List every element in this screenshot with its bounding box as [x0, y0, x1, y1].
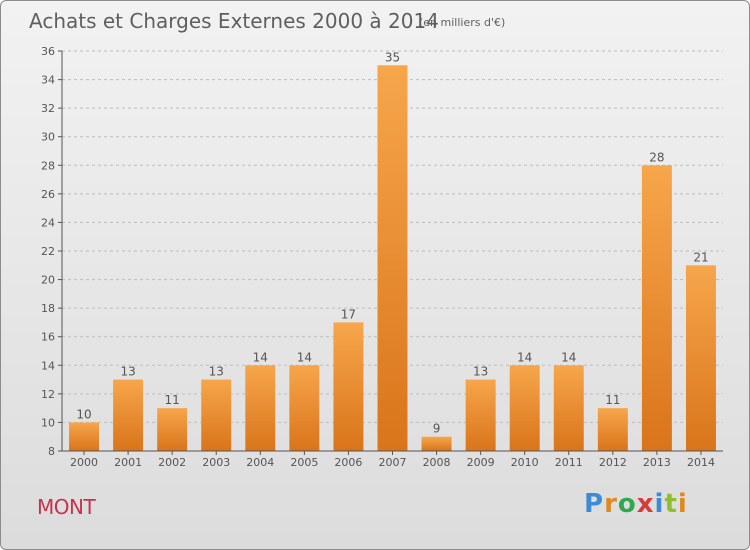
x-tick-label: 2005 [290, 456, 318, 469]
data-label: 14 [253, 350, 268, 364]
logo-letter: i [654, 489, 665, 519]
x-tick-label: 2013 [643, 456, 671, 469]
data-label: 35 [385, 50, 400, 64]
data-label: 11 [165, 393, 180, 407]
commune-name: MONT [37, 495, 96, 519]
data-label: 17 [341, 307, 356, 321]
data-label: 11 [605, 393, 620, 407]
logo-letter: i [677, 489, 688, 519]
data-label: 21 [693, 250, 708, 264]
data-label: 13 [473, 365, 488, 379]
x-tick-label: 2014 [687, 456, 715, 469]
y-tick-label: 36 [41, 45, 55, 58]
logo-letter: o [617, 489, 637, 519]
x-tick-label: 2008 [423, 456, 451, 469]
bar [421, 436, 452, 451]
proxiti-logo: Proxiti [584, 489, 688, 519]
bar [641, 165, 672, 452]
data-label: 9 [433, 422, 441, 436]
y-tick-label: 30 [41, 131, 55, 144]
y-tick-label: 26 [41, 188, 55, 201]
y-tick-label: 32 [41, 102, 55, 115]
x-tick-label: 2003 [202, 456, 230, 469]
data-label: 14 [517, 350, 532, 364]
x-tick-label: 2006 [334, 456, 362, 469]
bar [69, 422, 100, 451]
x-tick-label: 2007 [379, 456, 407, 469]
y-tick-label: 12 [41, 388, 55, 401]
y-tick-label: 18 [41, 302, 55, 315]
data-label: 10 [76, 407, 91, 421]
bar [289, 365, 320, 451]
bar [685, 265, 716, 451]
y-tick-label: 22 [41, 245, 55, 258]
logo-letter: r [604, 489, 618, 519]
labels: 8 10 12 14 16 18 20 22 24 26 28 30 32 34 36 2000 10 2001 1… [41, 45, 715, 469]
axes [58, 50, 723, 455]
y-tick-label: 28 [41, 159, 55, 172]
x-tick-label: 2009 [467, 456, 495, 469]
logo-letter: P [584, 489, 605, 519]
x-tick-label: 2001 [114, 456, 142, 469]
data-label: 14 [297, 350, 312, 364]
y-tick-label: 24 [41, 216, 55, 229]
y-tick-label: 34 [41, 74, 55, 87]
bar [157, 408, 188, 451]
bar [597, 408, 628, 451]
y-tick-label: 8 [48, 445, 55, 458]
chart-unit: (en milliers d'€) [419, 16, 506, 29]
data-label: 13 [120, 365, 135, 379]
data-label: 14 [561, 350, 576, 364]
bar [377, 65, 408, 452]
logo-letter: x [636, 489, 655, 519]
logo-letter: t [664, 489, 678, 519]
bar [509, 365, 540, 451]
bar [113, 379, 144, 451]
chart-title: Achats et Charges Externes 2000 à 2014 [29, 9, 439, 33]
y-tick-label: 16 [41, 331, 55, 344]
x-tick-label: 2004 [246, 456, 274, 469]
x-tick-label: 2011 [555, 456, 583, 469]
x-tick-label: 2002 [158, 456, 186, 469]
y-tick-label: 10 [41, 416, 55, 429]
y-tick-label: 20 [41, 274, 55, 287]
x-tick-label: 2012 [599, 456, 627, 469]
bar [201, 379, 232, 451]
data-label: 28 [649, 150, 664, 164]
x-tick-label: 2000 [70, 456, 98, 469]
data-label: 13 [209, 365, 224, 379]
y-tick-label: 14 [41, 359, 55, 372]
bar [553, 365, 584, 451]
bars [69, 65, 716, 452]
x-tick-label: 2010 [511, 456, 539, 469]
bar [245, 365, 276, 451]
bar [333, 322, 364, 451]
bar [465, 379, 496, 451]
